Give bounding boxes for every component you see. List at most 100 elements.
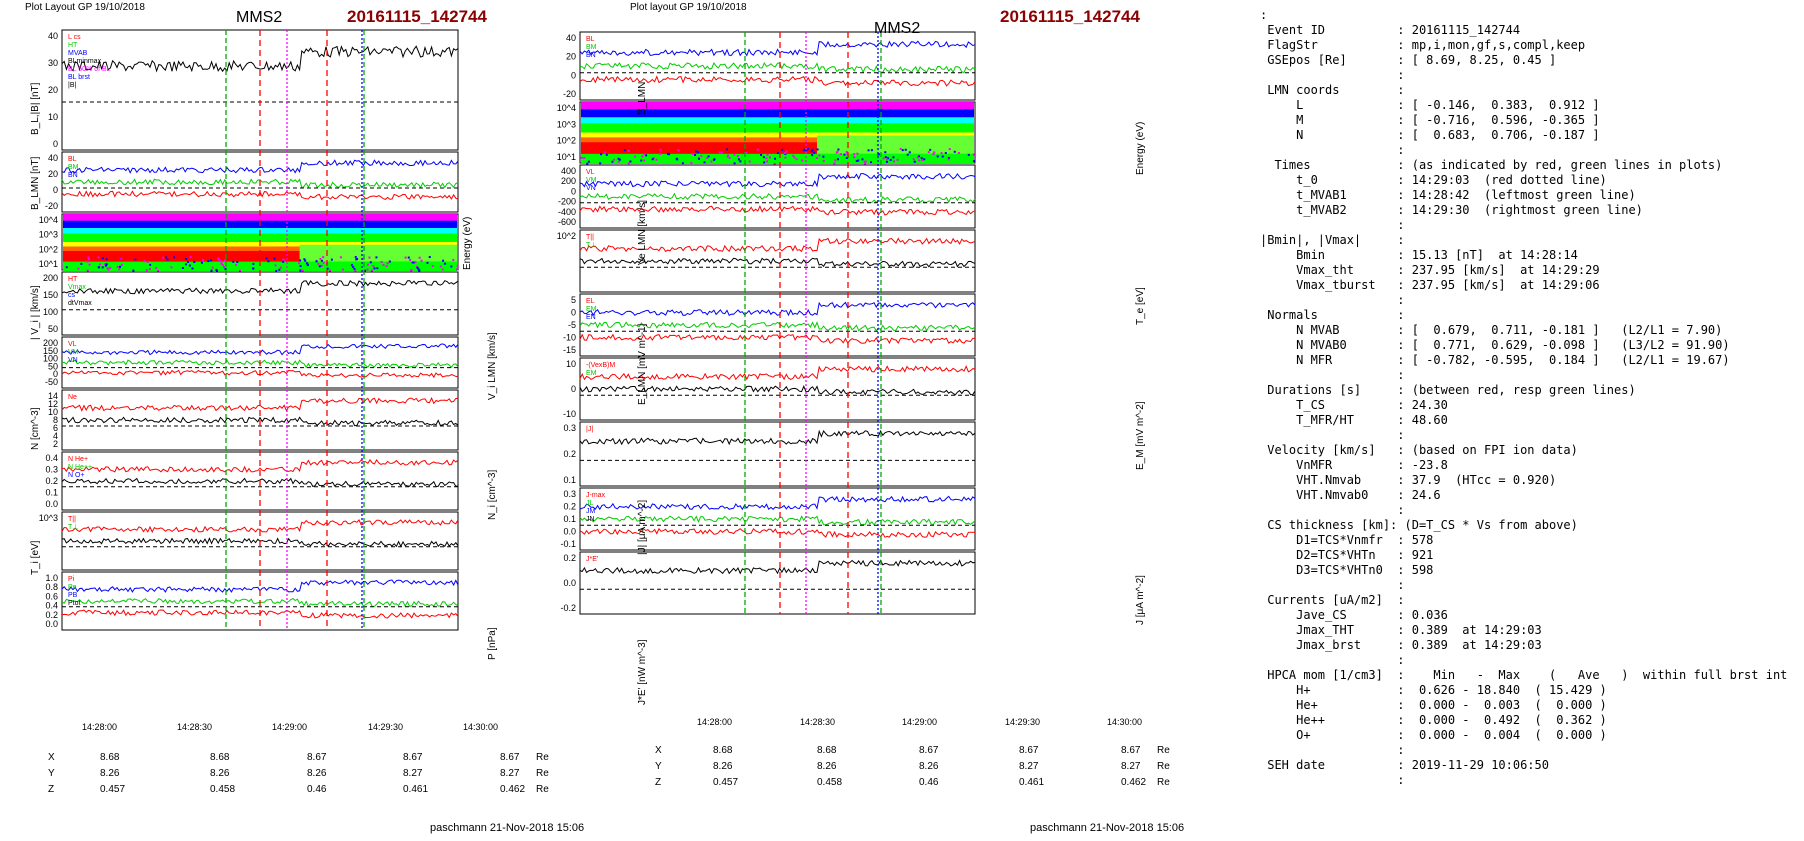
left-spectrogram-pixel [119, 265, 122, 268]
mid-ytick-label: 400 [561, 166, 576, 176]
left-spectrogram-pixel [305, 262, 308, 265]
info-line: Vmax_tburst : 237.95 [km/s] at 14:29:06 [1260, 278, 1600, 292]
left-ytick-label: 14 [48, 391, 58, 401]
info-line: CS thickness [km]: (D=T_CS * Vs from abo… [1260, 518, 1578, 532]
left-spectrogram-pixel [409, 259, 412, 262]
info-line: N MVAB0 : [ 0.771, 0.629, -0.098 ] (L3/L… [1260, 338, 1730, 352]
left-spectrogram-pixel [416, 266, 419, 269]
mid-spectrogram-pixel [885, 158, 888, 161]
left-spectrogram-pixel [282, 260, 285, 263]
mid-spectrogram-pixel [940, 152, 943, 155]
mid-ytick-label: 0 [571, 384, 576, 394]
mid-spectrogram-band [581, 153, 974, 164]
left-spectrogram-pixel [369, 261, 372, 264]
left-footer: paschmann 21-Nov-2018 15:06 [430, 822, 585, 834]
mid-spectrogram-pixel [801, 159, 804, 162]
mid-ytick-label: 10^2 [557, 136, 576, 146]
left-spectrogram-pixel [418, 269, 421, 272]
mid-spectrogram-pixel [884, 156, 887, 159]
mid-spectrogram-pixel [697, 150, 700, 153]
mid-spectrogram-pixel [643, 153, 646, 156]
left-series-line [61, 416, 459, 427]
left-ytick-label: 0 [53, 139, 58, 149]
left-ytick-label: 10^3 [39, 230, 58, 240]
mid-spectrogram-pixel [802, 149, 805, 152]
left-ytick-label: 40 [48, 153, 58, 163]
mid-spectrogram-pixel [691, 153, 694, 156]
mid-spectrogram-pixel [967, 153, 970, 156]
left-z-val-2: 0.46 [307, 784, 327, 795]
info-line: He++ : 0.000 - 0.492 ( 0.362 ) [1260, 713, 1607, 727]
mid-spectrogram-pixel [773, 162, 776, 165]
info-line: Durations [s] : (between red, resp green… [1260, 383, 1636, 397]
mid-spectrogram-pixel [784, 156, 787, 159]
mid-time-tick-2: 14:29:00 [902, 717, 938, 727]
left-spectrogram-pixel [99, 263, 102, 266]
mid-spectrogram-pixel [944, 152, 947, 155]
left-ytick-label: 1.0 [45, 573, 58, 583]
left-spectrogram-pixel [352, 266, 355, 269]
mid-legend-entry: VM [586, 177, 597, 184]
mid-spectrogram-pixel [652, 157, 655, 160]
mid-spectrogram-pixel [618, 158, 621, 161]
left-spectrogram-pixel [354, 269, 357, 272]
left-spectrogram-pixel [279, 266, 282, 269]
mid-spectrogram-pixel [587, 160, 590, 163]
left-legend-entry: VM [68, 349, 79, 356]
left-ytick-label: 150 [43, 346, 58, 356]
mid-series-line [579, 527, 976, 538]
info-line: VHT.Nmvab : 37.9 (HTcc = 0.920) [1260, 473, 1557, 487]
left-spectrogram-pixel [207, 260, 210, 263]
left-legend-entry: N He+ [68, 456, 88, 463]
mid-spectrogram-pixel [972, 160, 975, 163]
mid-time-tick-3: 14:29:30 [1005, 717, 1041, 727]
mid-spectrogram-pixel [718, 151, 721, 154]
left-spectrogram-pixel [328, 269, 331, 272]
mid-legend-entry: JN [586, 516, 595, 523]
left-spectrogram-pixel [299, 259, 302, 262]
mid-spectrogram-pixel [899, 147, 902, 150]
mid-spectrogram-pixel [668, 153, 671, 156]
left-spectrogram-pixel [373, 267, 376, 270]
left-ytick-label: 6 [53, 423, 58, 433]
mid-spectrogram-pixel [933, 151, 936, 154]
mid-spectrogram-pixel [676, 158, 679, 161]
mid-spectrogram-pixel [745, 151, 748, 154]
left-x-val-2: 8.67 [307, 752, 327, 763]
left-ytick-label: 0.0 [45, 619, 58, 629]
left-spectrogram-pixel [414, 261, 417, 264]
mid-panel-5 [579, 357, 976, 421]
left-spectrogram-pixel [120, 257, 123, 260]
mid-spectrogram-pixel [916, 156, 919, 159]
left-ylabel-4: V_i LMN [km/s] [487, 332, 498, 400]
mid-series-line [579, 75, 976, 87]
mid-spectrogram-pixel [972, 153, 975, 156]
mid-z-val-4: 0.462 [1121, 777, 1147, 788]
mid-spectrogram-pixel [736, 155, 739, 158]
left-plot-layout: Plot Layout GP 19/10/2018 [25, 2, 145, 13]
mid-ytick-label: 10 [566, 359, 576, 369]
mid-x-label: X [655, 745, 662, 756]
mid-spectrogram-pixel [845, 150, 848, 153]
mid-spectrogram-pixel [785, 150, 788, 153]
mid-spectrogram-pixel [603, 151, 606, 154]
mid-panel-8 [579, 551, 976, 615]
left-legend-entry: HT [68, 276, 78, 283]
mid-ytick-label: 10^1 [557, 152, 576, 162]
left-spectrogram-pixel [411, 261, 414, 264]
mid-series-line [579, 172, 976, 188]
mid-ylabel-0: B_LMN [637, 81, 648, 115]
mid-spectrogram-pixel [586, 162, 589, 165]
left-ytick-label: 0 [53, 369, 58, 379]
mid-ytick-label: 40 [566, 33, 576, 43]
mid-spectrogram-pixel [889, 158, 892, 161]
mid-spectrogram-pixel [613, 158, 616, 161]
mid-spectrogram-pixel [659, 148, 662, 151]
mid-spectrogram-band [581, 109, 974, 119]
left-x-val-1: 8.68 [210, 752, 230, 763]
left-ytick-label: 0 [53, 185, 58, 195]
mid-spectrogram-pixel [666, 152, 669, 155]
left-spectrogram-pixel [155, 266, 158, 269]
mid-z-val-2: 0.46 [919, 777, 939, 788]
mid-spectrogram-pixel [957, 152, 960, 155]
